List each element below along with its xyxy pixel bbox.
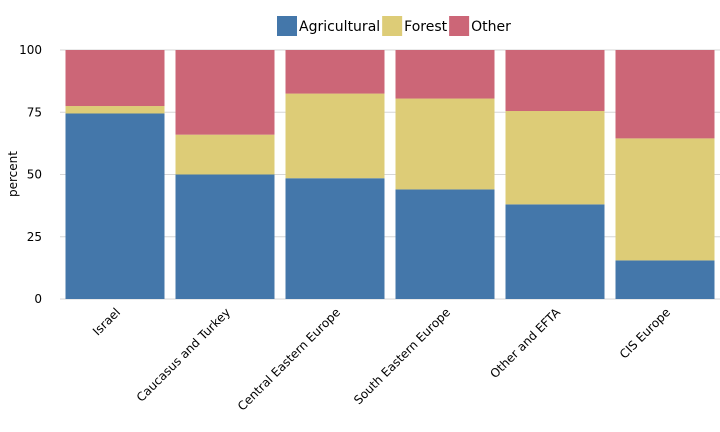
bar-segment-agricultural — [615, 260, 715, 299]
y-axis-title: percent — [6, 151, 20, 197]
bar-segment-agricultural — [505, 204, 605, 299]
bar-segment-other — [175, 50, 275, 135]
gridlines — [60, 49, 720, 300]
x-category-label: Israel — [90, 305, 123, 338]
legend-label-agricultural: Agricultural — [299, 19, 380, 35]
bar-segment-agricultural — [175, 174, 275, 299]
y-tick-label: 75 — [27, 105, 42, 119]
bar-segment-forest — [395, 98, 495, 190]
y-tick-label: 25 — [27, 230, 42, 244]
bar-segment-other — [395, 50, 495, 99]
bar-segment-forest — [505, 111, 605, 205]
bar-segment-agricultural — [395, 189, 495, 299]
legend-swatch-forest — [382, 16, 403, 36]
legend-label-forest: Forest — [404, 19, 447, 35]
bar-segment-agricultural — [65, 113, 165, 300]
bar-segment-agricultural — [285, 178, 385, 299]
x-category-label: South Eastern Europe — [351, 305, 453, 407]
bar-segment-other — [505, 50, 605, 112]
legend: Agricultural Forest Other — [277, 16, 511, 36]
legend-swatch-agricultural — [277, 16, 297, 36]
bars — [65, 50, 715, 300]
y-tick-label: 50 — [27, 168, 42, 182]
x-category-label: Caucasus and Turkey — [134, 305, 233, 404]
bar-segment-other — [615, 50, 715, 139]
bar-segment-forest — [285, 93, 385, 179]
y-tick-labels: 0 25 50 75 100 — [19, 43, 42, 306]
bar-segment-other — [65, 50, 165, 107]
legend-label-other: Other — [471, 19, 511, 35]
x-category-label: Central Eastern Europe — [235, 305, 343, 413]
y-tick-label: 0 — [34, 292, 42, 306]
bar-segment-forest — [615, 138, 715, 261]
x-category-label: CIS Europe — [617, 305, 673, 361]
bar-segment-forest — [65, 106, 165, 114]
x-category-label: Other and EFTA — [487, 305, 563, 381]
legend-swatch-other — [449, 16, 470, 36]
bar-segment-other — [285, 50, 385, 94]
bar-segment-forest — [175, 134, 275, 175]
y-tick-label: 100 — [19, 43, 42, 57]
x-category-labels: Israel Caucasus and Turkey Central Eastern… — [90, 305, 673, 414]
